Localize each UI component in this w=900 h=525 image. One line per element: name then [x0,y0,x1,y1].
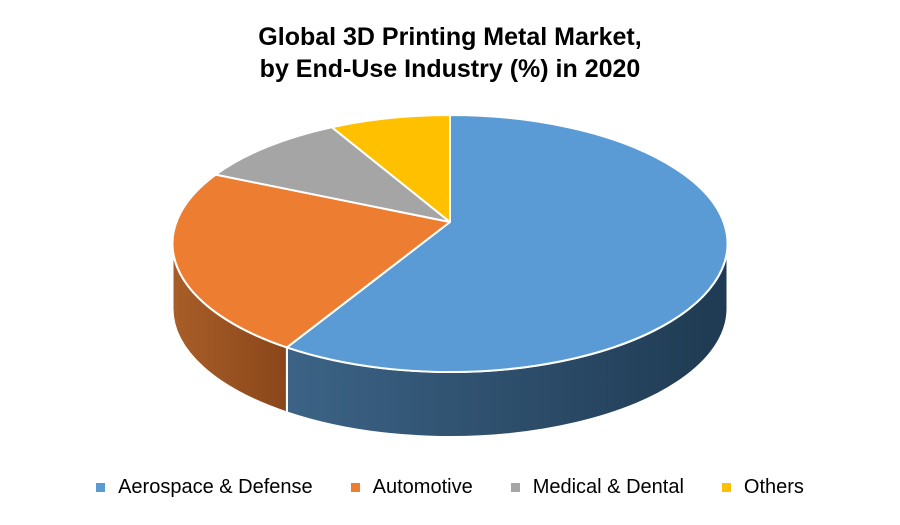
pie-slice-medical-dental [214,126,451,223]
pie-slice-aerospace-defense [285,114,729,373]
legend-swatch-medical-dental [510,483,520,492]
legend-swatch-aerospace-defense [96,483,106,492]
legend-item-aerospace-defense: Aerospace & Defense [96,476,313,499]
legend-swatch-automotive [350,483,360,492]
legend-swatch-others [721,483,731,492]
pie-slice-automotive [171,173,451,349]
chart-title-line-2: by End-Use Industry (%) in 2020 [259,55,641,83]
chart-title: Global 3D Printing Metal Market, by End-… [0,21,900,85]
legend-item-automotive: Automotive [350,476,473,499]
chart-title-line-1: Global 3D Printing Metal Market, [258,23,642,51]
legend: Aerospace & Defense Automotive Medical & D… [0,476,900,499]
legend-label-automotive: Automotive [372,476,473,498]
legend-label-others: Others [743,476,804,498]
legend-label-medical-dental: Medical & Dental [532,476,684,498]
legend-label-aerospace-defense: Aerospace & Defense [118,476,313,498]
pie-slice-others [330,114,451,223]
legend-item-others: Others [721,476,804,499]
legend-item-medical-dental: Medical & Dental [510,476,684,499]
